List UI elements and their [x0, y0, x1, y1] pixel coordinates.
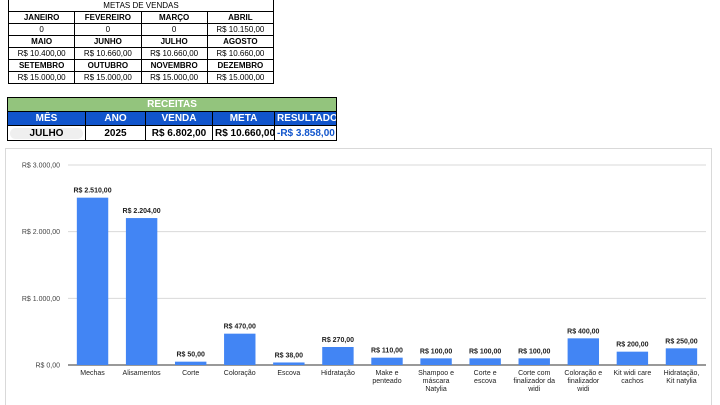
metas-cell[interactable]: AGOSTO: [206, 34, 275, 48]
metas-value-row: R$ 15.000,00 R$ 15.000,00 R$ 15.000,00 R…: [7, 70, 275, 84]
category-label: Hidratação: [321, 370, 355, 377]
mes-dropdown-chip[interactable]: JULHO: [10, 127, 83, 139]
header-meta[interactable]: META: [212, 111, 275, 126]
mes-dropdown-cell[interactable]: JULHO: [7, 125, 86, 141]
bar: [616, 351, 649, 365]
metas-cell[interactable]: R$ 10.400,00: [7, 46, 76, 60]
category-label: Shampoo e máscara Natylia: [418, 370, 454, 393]
category-label: Hidratação, Kit natylia: [664, 370, 700, 385]
metas-cell[interactable]: R$ 10.660,00: [206, 46, 275, 60]
metas-month-row: JANEIRO FEVEREIRO MARÇO ABRIL: [7, 10, 275, 24]
y-tick-label: R$ 3.000,00: [22, 163, 60, 170]
bar: [371, 357, 403, 365]
data-label: R$ 100,00: [469, 348, 501, 355]
data-label: R$ 110,00: [371, 348, 403, 355]
metas-cell[interactable]: R$ 10.660,00: [74, 46, 142, 60]
metas-cell[interactable]: 0: [140, 22, 208, 36]
data-label: R$ 100,00: [420, 348, 452, 355]
services-bar-chart[interactable]: R$ 0,00 R$ 1.000,00 R$ 2.000,00 R$ 3.000,00…: [5, 148, 712, 405]
metas-value-row: 0 0 0 R$ 10.150,00: [7, 22, 275, 36]
metas-cell[interactable]: 0: [7, 22, 76, 36]
resultado-value[interactable]: -R$ 3.858,00: [273, 125, 338, 141]
metas-cell[interactable]: MARÇO: [140, 10, 208, 24]
metas-cell[interactable]: JANEIRO: [7, 10, 76, 24]
metas-cell[interactable]: SETEMBRO: [7, 58, 76, 72]
metas-cell[interactable]: R$ 10.150,00: [206, 22, 275, 36]
category-label: Kit widi care cachos: [614, 370, 652, 385]
metas-cell[interactable]: JUNHO: [74, 34, 142, 48]
metas-cell[interactable]: ABRIL: [206, 10, 275, 24]
header-venda[interactable]: VENDA: [145, 111, 213, 126]
data-label: R$ 38,00: [275, 352, 304, 359]
bar: [224, 333, 256, 365]
bar: [322, 347, 354, 365]
header-resultado[interactable]: RESULTADO: [273, 111, 338, 126]
data-label: R$ 400,00: [567, 328, 599, 335]
category-label: Corte com finalizador da widi: [513, 370, 555, 393]
receitas-title-row: RECEITAS: [6, 97, 338, 112]
metas-month-row: SETEMBRO OUTUBRO NOVEMBRO DEZEMBRO: [7, 58, 275, 72]
data-label: R$ 2.204,00: [123, 208, 161, 215]
bar: [76, 197, 109, 365]
category-label: Coloração: [224, 370, 256, 377]
metas-cell[interactable]: R$ 10.660,00: [140, 46, 208, 60]
bar: [469, 358, 501, 365]
category-label: Make e penteado: [372, 370, 401, 385]
category-label: Corte: [182, 370, 199, 377]
receitas-title[interactable]: RECEITAS: [6, 97, 338, 112]
category-label: Alisamentos: [123, 370, 162, 377]
bar: [273, 362, 305, 365]
receitas-table: RECEITAS MÊS ANO VENDA META RESULTADO JU…: [6, 97, 338, 141]
data-label: R$ 50,00: [176, 352, 205, 359]
y-tick-label: R$ 1.000,00: [22, 296, 60, 303]
metas-cell[interactable]: 0: [74, 22, 142, 36]
bar: [665, 348, 698, 365]
bar: [420, 358, 452, 365]
header-ano[interactable]: ANO: [85, 111, 146, 126]
receitas-values-row: JULHO 2025 R$ 6.802,00 R$ 10.660,00 -R$ …: [7, 125, 338, 141]
metas-cell[interactable]: JULHO: [140, 34, 208, 48]
bar: [518, 358, 550, 365]
metas-month-row: MAIO JUNHO JULHO AGOSTO: [7, 34, 275, 48]
bar: [125, 218, 158, 365]
metas-value-row: R$ 10.400,00 R$ 10.660,00 R$ 10.660,00 R…: [7, 46, 275, 60]
metas-cell[interactable]: R$ 15.000,00: [74, 70, 142, 84]
data-label: R$ 2.510,00: [73, 188, 111, 195]
metas-cell[interactable]: OUTUBRO: [74, 58, 142, 72]
data-label: R$ 270,00: [322, 337, 354, 344]
data-label: R$ 200,00: [616, 342, 648, 349]
metas-title-row: METAS DE VENDAS: [8, 0, 274, 12]
chart-svg: R$ 0,00 R$ 1.000,00 R$ 2.000,00 R$ 3.000,00…: [22, 163, 706, 393]
bar: [567, 338, 600, 365]
metas-cell[interactable]: MAIO: [7, 34, 76, 48]
data-label: R$ 470,00: [224, 324, 256, 331]
data-label: R$ 100,00: [518, 348, 550, 355]
meta-value[interactable]: R$ 10.660,00: [212, 125, 275, 141]
venda-value[interactable]: R$ 6.802,00: [145, 125, 213, 141]
receitas-header-row: MÊS ANO VENDA META RESULTADO: [7, 111, 338, 126]
bar: [174, 361, 207, 365]
metas-title[interactable]: METAS DE VENDAS: [8, 0, 274, 12]
category-label: Escova: [277, 370, 300, 377]
metas-cell[interactable]: NOVEMBRO: [140, 58, 208, 72]
metas-cell[interactable]: R$ 15.000,00: [206, 70, 275, 84]
ano-value[interactable]: 2025: [85, 125, 146, 141]
y-tick-label: R$ 2.000,00: [22, 229, 60, 236]
metas-cell[interactable]: R$ 15.000,00: [140, 70, 208, 84]
data-label: R$ 250,00: [665, 338, 697, 345]
metas-cell[interactable]: DEZEMBRO: [206, 58, 275, 72]
metas-cell[interactable]: FEVEREIRO: [74, 10, 142, 24]
category-label: Mechas: [80, 370, 105, 377]
category-label: Corte e escova: [474, 370, 497, 385]
metas-de-vendas-table: METAS DE VENDAS JANEIRO FEVEREIRO MARÇO …: [7, 0, 275, 84]
category-label: Coloração e finalizador widi: [564, 370, 602, 393]
metas-cell[interactable]: R$ 15.000,00: [7, 70, 76, 84]
header-mes[interactable]: MÊS: [7, 111, 86, 126]
y-tick-label: R$ 0,00: [35, 363, 60, 370]
